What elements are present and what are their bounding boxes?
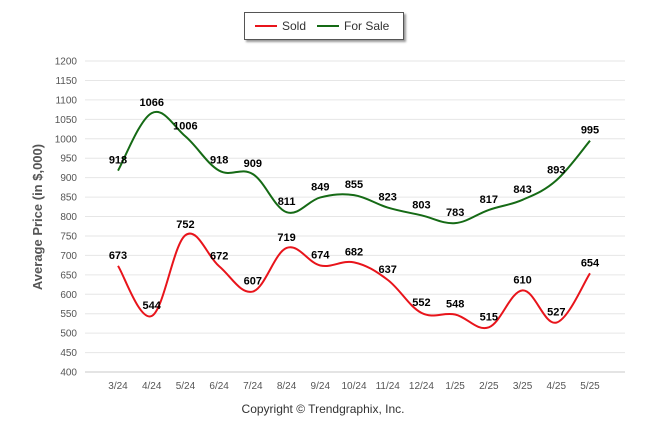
for-sale-line [117,110,591,225]
sold-data-label: 674 [311,249,330,261]
x-tick-label: 7/24 [243,381,263,392]
y-tick-label: 650 [60,270,77,281]
for-sale-data-label: 893 [547,164,565,176]
sold-data-label: 607 [244,276,262,288]
for-sale-data-label: 803 [412,199,430,211]
for-sale-data-label: 1006 [173,120,197,132]
sold-data-label: 515 [480,311,498,323]
x-tick-label: 3/24 [108,381,128,392]
y-tick-label: 900 [60,173,77,184]
sold-data-label: 637 [379,264,397,276]
x-tick-label: 9/24 [311,381,331,392]
x-tick-label: 3/25 [513,381,533,392]
sold-swatch-icon [255,25,277,27]
sold-line [117,232,591,330]
y-tick-label: 1200 [55,57,78,68]
legend-label-for-sale: For Sale [344,19,390,33]
sold-data-label: 527 [547,307,565,319]
y-tick-label: 500 [60,329,77,340]
for-sale-data-label: 811 [278,196,296,208]
y-tick-label: 700 [60,251,77,262]
x-tick-label: 2/25 [479,381,499,392]
for-sale-data-label: 918 [109,155,127,167]
x-tick-label: 5/25 [580,381,600,392]
y-tick-label: 1150 [55,76,77,87]
sold-data-label: 682 [345,246,363,258]
for-sale-data-label: 823 [379,192,397,204]
copyright-footer: Copyright © Trendgraphix, Inc. [241,402,405,416]
x-tick-label: 10/24 [341,381,366,392]
y-tick-label: 450 [60,348,77,359]
sold-data-label: 544 [143,300,162,312]
x-tick-label: 5/24 [176,381,196,392]
for-sale-data-label: 817 [480,194,498,206]
y-tick-label: 950 [60,154,77,165]
y-tick-label: 600 [60,290,77,301]
y-axis-label: Average Price (in $,000) [30,144,45,290]
for-sale-data-label: 849 [311,181,329,193]
legend: Sold For Sale [244,12,404,40]
for-sale-data-label: 783 [446,207,464,219]
for-sale-data-label: 995 [581,125,599,137]
x-tick-label: 1/25 [445,381,465,392]
for-sale-data-label: 843 [513,184,531,196]
sold-data-label: 719 [277,232,295,244]
x-axis-ticks: 3/24 4/24 5/24 6/24 7/24 8/24 9/24 10/24 11/24 12… [85,371,625,392]
sold-data-label: 552 [412,297,430,309]
x-tick-label: 11/24 [376,381,401,392]
y-tick-label: 550 [60,309,77,320]
for-sale-data-label: 855 [345,179,363,191]
x-tick-label: 8/24 [277,381,297,392]
sold-data-label: 752 [176,219,194,231]
sold-data-label: 548 [446,298,464,310]
x-tick-label: 4/24 [142,381,162,392]
x-tick-label: 6/24 [209,381,229,392]
x-tick-label: 4/25 [547,381,567,392]
y-tick-label: 1050 [55,115,78,126]
grid-lines [85,60,625,373]
y-tick-label: 800 [60,212,77,223]
x-tick-label: 12/24 [409,381,434,392]
for-sale-data-label: 909 [244,158,262,170]
y-tick-label: 400 [60,368,77,379]
legend-item-for-sale[interactable]: For Sale [317,19,389,33]
y-tick-label: 1000 [55,134,78,145]
y-axis-ticks: 400 450 500 550 600 650 700 750 800 850 900 950 1000… [55,57,78,379]
y-tick-label: 850 [60,193,77,204]
legend-item-sold[interactable]: Sold [255,19,306,33]
sold-data-label: 673 [109,250,127,262]
sold-data-label: 672 [210,250,228,262]
data-labels: 673 544 752 672 607 719 674 682 637 552 548 515 610 5… [109,97,600,323]
sold-data-label: 654 [581,257,600,269]
for-sale-data-label: 1066 [139,97,163,109]
for-sale-swatch-icon [317,25,339,27]
y-tick-label: 1100 [55,95,77,106]
sold-data-label: 610 [513,274,531,286]
legend-label-sold: Sold [282,19,307,33]
series-lines [117,110,591,330]
y-tick-label: 750 [60,231,77,242]
for-sale-data-label: 918 [210,155,228,167]
